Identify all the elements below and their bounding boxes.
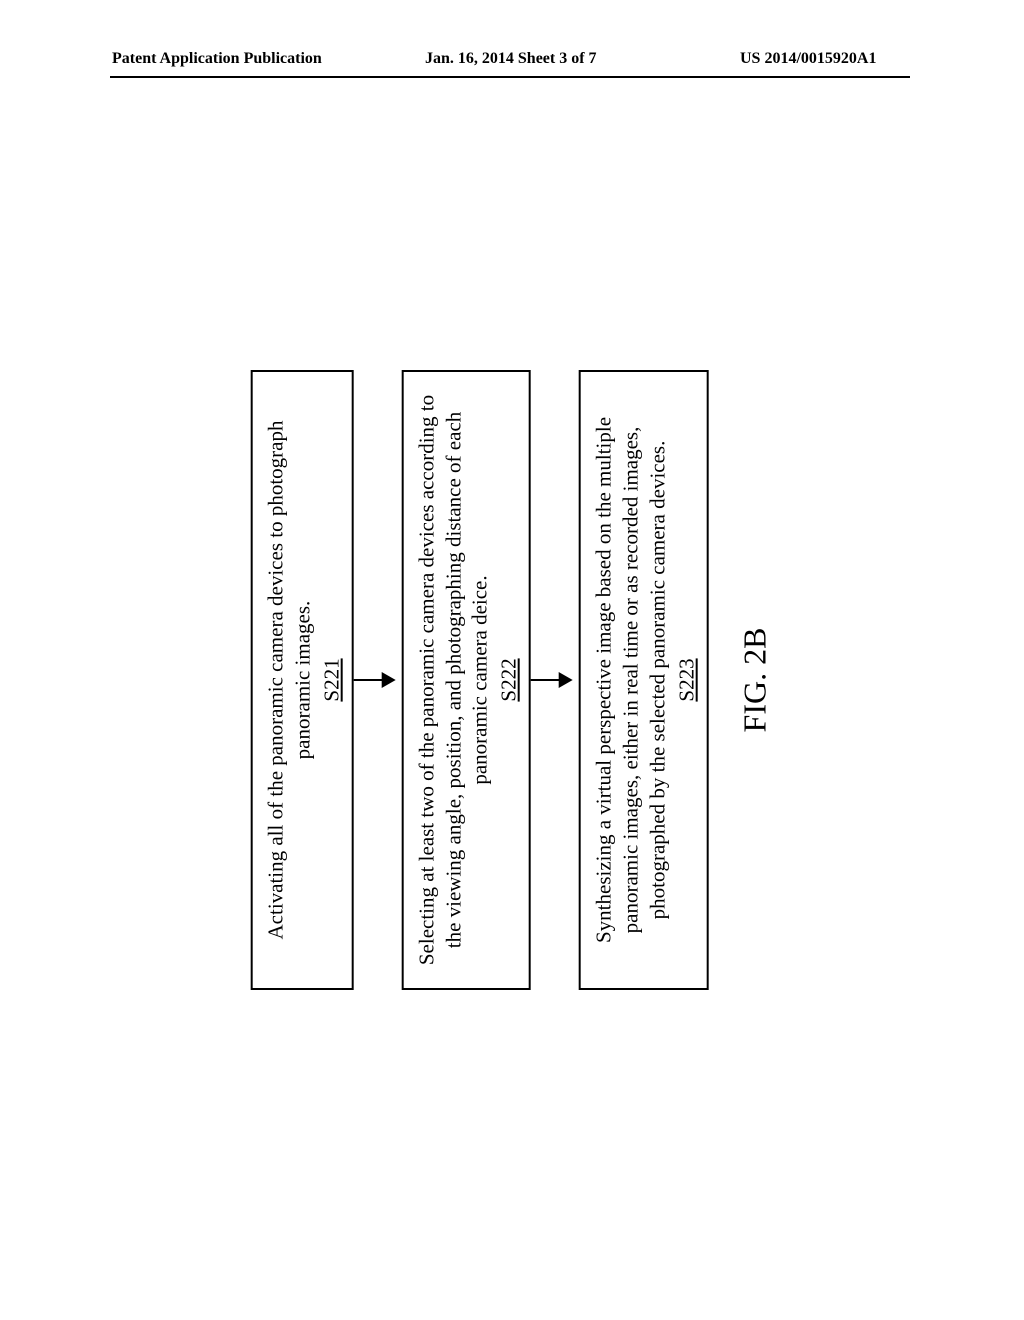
flow-step-label: S223 [673, 658, 700, 701]
figure-caption: FIG. 2B [736, 628, 773, 733]
flow-step-text: Activating all of the panoramic camera d… [264, 421, 315, 940]
flow-step-label: S222 [496, 658, 523, 701]
patent-page: Patent Application Publication Jan. 16, … [0, 0, 1024, 1320]
flow-arrow [531, 672, 579, 688]
arrow-head-icon [381, 672, 395, 688]
flow-step-label: S221 [318, 658, 345, 701]
figure-2b: Activating all of the panoramic camera d… [251, 190, 774, 1170]
figure-2b-wrap: Activating all of the panoramic camera d… [0, 0, 1024, 1320]
arrow-stem [353, 679, 383, 681]
arrow-stem [531, 679, 561, 681]
flow-arrow [353, 672, 401, 688]
flow-step-s221: Activating all of the panoramic camera d… [251, 370, 354, 990]
flow-step-s223: Synthesizing a virtual perspective image… [579, 370, 709, 990]
arrow-head-icon [559, 672, 573, 688]
flow-step-text: Selecting at least two of the panoramic … [414, 395, 492, 965]
flow-step-text: Synthesizing a virtual perspective image… [592, 417, 670, 943]
flowchart: Activating all of the panoramic camera d… [251, 190, 774, 1170]
flow-step-s222: Selecting at least two of the panoramic … [401, 370, 531, 990]
